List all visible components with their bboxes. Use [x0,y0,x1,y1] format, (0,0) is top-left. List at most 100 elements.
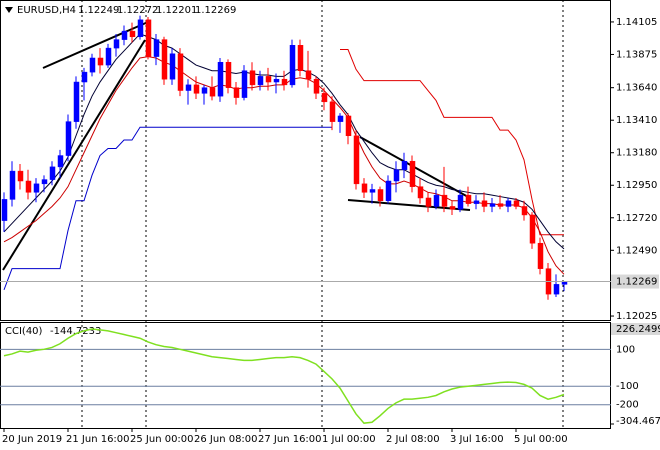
candle-body [289,45,296,86]
candle-body [337,115,344,122]
y-tick-label: 1.12490 [616,245,657,256]
candle-body [329,101,336,122]
candle-body [129,30,136,38]
candle-body [313,78,320,94]
candle-body [49,166,56,180]
y-tick-label: 1.13640 [616,83,657,94]
candle-body [121,30,128,40]
candle-body [241,70,248,98]
low-price: 1.12201 [156,5,197,16]
candle-body [465,194,472,204]
y-tick-label: -304.4671 [616,416,660,427]
candle-body [345,115,352,137]
x-tick-label: 26 Jun 08:00 [194,434,258,445]
candle-body [249,70,256,86]
candle-body [281,78,288,86]
candle-body [297,45,304,71]
candle-body [409,160,416,187]
menu-arrow[interactable] [5,7,13,13]
x-tick-label: 1 Jul 00:00 [322,434,376,445]
candle-body [449,206,456,210]
candle-body [73,81,80,122]
candle-body [225,61,232,88]
symbol-title: EURUSD,H4 [17,5,76,16]
candle-body [185,84,192,91]
x-tick-label: 2 Jul 08:00 [386,434,440,445]
candle-body [321,93,328,103]
candle-body [113,39,120,49]
candle-body [217,61,224,97]
candle-body [9,170,16,200]
candle-body [513,200,520,207]
current-price-box [611,274,659,289]
indicator-line [340,49,564,236]
high-price: 1.12272 [117,5,158,16]
candle-body [393,169,400,182]
candle-body [401,160,408,170]
close-price: 1.12269 [195,5,236,16]
candle-body [65,121,72,156]
candle-body [353,135,360,185]
y-tick-label: 1.13410 [616,115,657,126]
y-tick-label: 100 [616,344,635,355]
x-tick-label: 5 Jul 00:00 [514,434,568,445]
candle-body [481,200,488,207]
candle-body [89,57,96,73]
y-tick-label: 1.14105 [616,17,657,28]
cci-panel-frame [0,322,611,429]
candle-body [497,203,504,207]
candle-body [145,19,152,57]
candle-body [153,39,160,57]
candle-body [209,87,216,97]
candle-body [361,183,368,193]
price-panel-frame [0,0,611,321]
candle-body [521,206,528,216]
candle-body [105,47,112,66]
y-tick-label: -200 [616,400,639,411]
trendline [2,39,146,271]
candle-body [537,242,544,269]
candle-body [25,180,32,193]
y-tick-label: -100 [616,381,639,392]
x-tick-label: 25 Jun 00:00 [130,434,194,445]
y-tick-label: 1.12025 [616,311,657,322]
candle-body [177,53,184,91]
candle-body [201,87,208,94]
trendline [347,199,471,211]
candle-body [433,194,440,207]
candle-body [193,84,200,94]
candle-body [1,199,8,221]
cci-title: CCI(40) [5,326,43,337]
candle-body [385,180,392,202]
candle-body [161,39,168,80]
candle-body [33,183,40,193]
candle-body [57,155,64,168]
candle-body [41,179,48,185]
y-tick-label: 1.12950 [616,180,657,191]
y-tick-label: 1.13875 [616,49,657,60]
y-tick-label: 1.12720 [616,213,657,224]
x-tick-label: 27 Jun 16:00 [258,434,322,445]
candle-body [473,200,480,204]
candle-body [233,87,240,98]
current-price-label: 1.12269 [616,277,657,288]
indicator-line [3,328,565,424]
max-label-box [611,323,660,335]
candle-body [305,70,312,80]
candle-body [169,53,176,80]
candle-body [505,200,512,207]
period-separators [81,0,564,428]
y-tick-label: 226.2499 [616,324,660,335]
candle-body [425,197,432,207]
candle-body [81,71,88,83]
candle-body [417,186,424,199]
candle-body [369,189,376,193]
open-price: 1.12249 [78,5,119,16]
candle-body [529,214,536,244]
candle-body [457,194,464,210]
candle-body [441,194,448,207]
candle-body [489,203,496,207]
x-tick-label: 21 Jun 16:00 [66,434,130,445]
